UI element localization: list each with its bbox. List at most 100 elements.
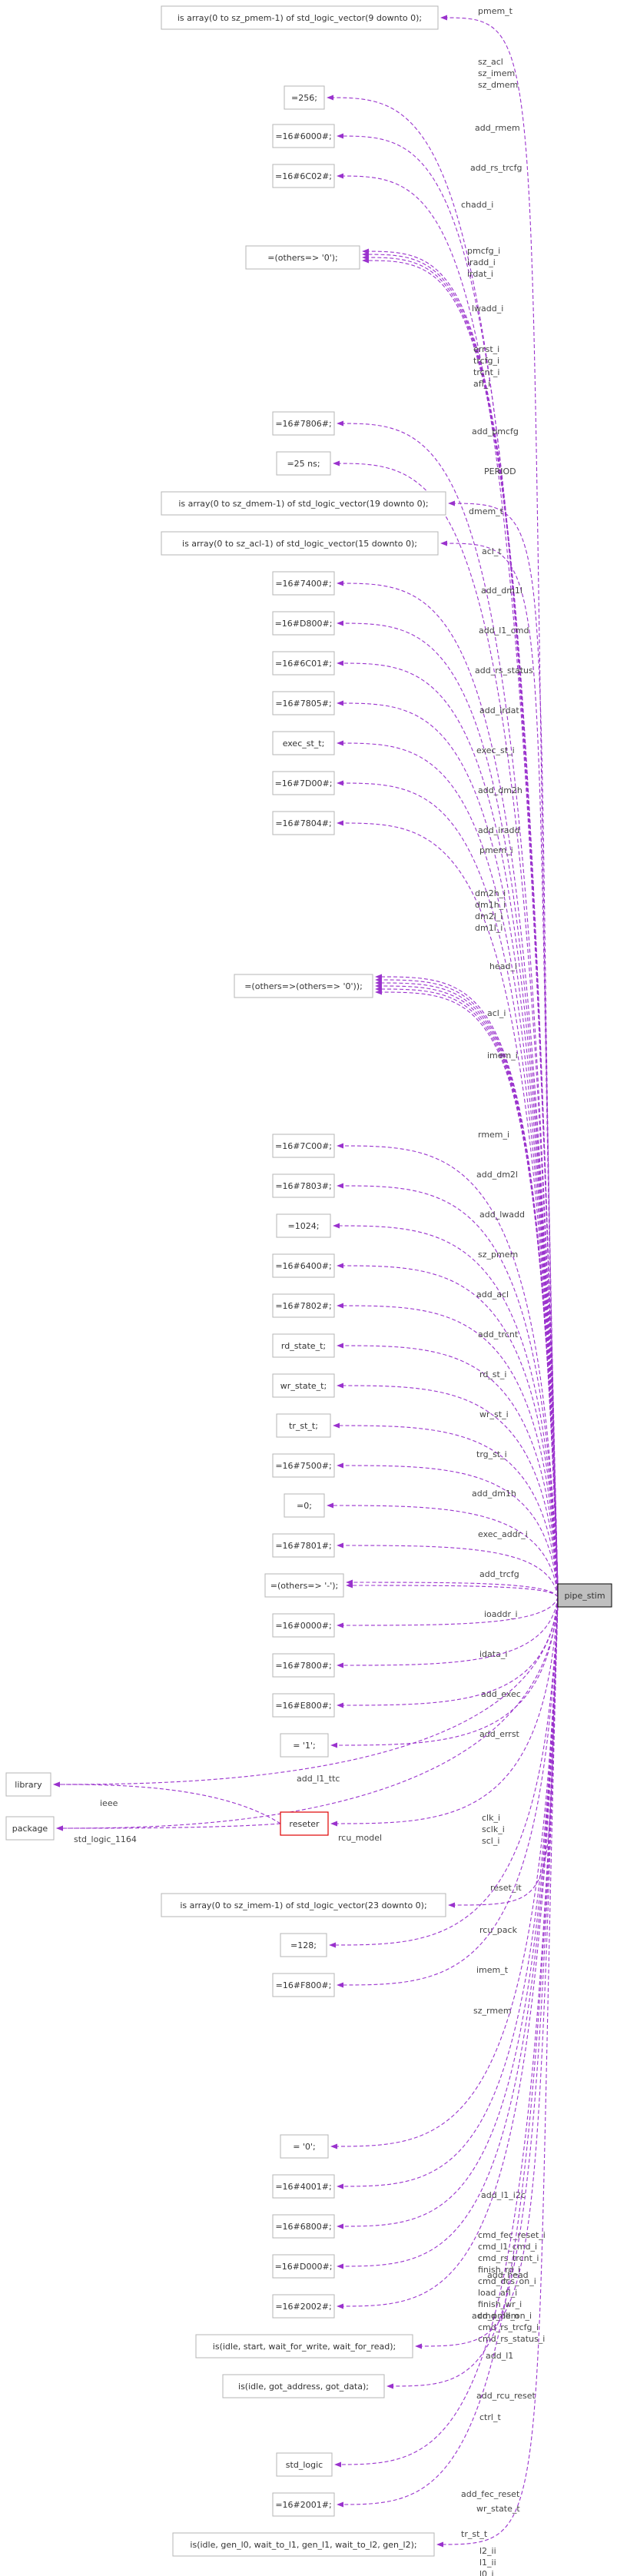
- edge-n20-0: [333, 1223, 559, 1595]
- node-n43[interactable]: =16#2002#;: [272, 2294, 335, 2319]
- node-n35[interactable]: package: [5, 1816, 55, 1841]
- node-n8[interactable]: is array(0 to sz_dmem-1) of std_logic_ve…: [161, 491, 446, 516]
- edge-n31-0: [337, 1597, 559, 1668]
- node-n37[interactable]: =128;: [280, 1933, 327, 1957]
- node-n20-label: =1024;: [288, 1221, 320, 1231]
- node-n48-label: is(idle, gen_l0, wait_to_l1, gen_l1, wai…: [190, 2540, 416, 2550]
- node-n32[interactable]: =16#E800#;: [272, 1693, 335, 1718]
- edge-label: cmd_fec_reset_i cmd_l1_cmd_i cmd_rs_trcnt_…: [478, 2230, 546, 2344]
- node-pipe-stim[interactable]: pipe_stim: [557, 1583, 612, 1608]
- edge-n29-1: [346, 1579, 559, 1598]
- edge-n22-0: [337, 1303, 559, 1596]
- node-n10-label: =16#7400#;: [275, 579, 331, 589]
- node-n34[interactable]: library: [5, 1772, 51, 1797]
- node-n16-label: =16#7804#;: [275, 818, 331, 828]
- edge-label: add_fec_reset: [461, 2489, 520, 2499]
- node-n47[interactable]: =16#2001#;: [272, 2492, 335, 2517]
- edge-n5-0: [362, 254, 559, 1591]
- node-n39[interactable]: = '0';: [280, 2134, 329, 2159]
- edge-n11-0: [337, 620, 559, 1593]
- edge-label: add_dm1h: [472, 1489, 516, 1499]
- node-n9[interactable]: is array(0 to sz_acl-1) of std_logic_vec…: [161, 531, 439, 556]
- node-n14[interactable]: exec_st_t;: [272, 731, 335, 755]
- node-n22[interactable]: =16#7802#;: [272, 1293, 335, 1318]
- node-n24-box: [272, 1373, 335, 1398]
- node-n4-label: =16#6C02#;: [275, 171, 332, 181]
- edge-n8-0: [448, 500, 559, 1592]
- node-n36[interactable]: is array(0 to sz_imem-1) of std_logic_ve…: [161, 1893, 446, 1917]
- node-n33-box: [280, 1733, 329, 1758]
- edge-reseter-n35: [56, 1823, 281, 1831]
- node-n40-label: =16#4001#;: [275, 2182, 331, 2192]
- node-n3[interactable]: =16#6000#;: [272, 124, 335, 148]
- edge-n10-0: [337, 580, 559, 1592]
- node-n14-label: exec_st_t;: [283, 739, 325, 749]
- node-n26-box: [272, 1453, 335, 1478]
- node-n7-label: =25 ns;: [287, 459, 320, 469]
- node-n17[interactable]: =(others=>(others=> '0'));: [234, 974, 373, 998]
- node-reseter[interactable]: reseter: [280, 1811, 329, 1836]
- node-n19[interactable]: =16#7803#;: [272, 1173, 335, 1198]
- node-n11[interactable]: =16#D800#;: [272, 611, 335, 636]
- edge-n17-3: [375, 977, 559, 1595]
- node-n1[interactable]: is array(0 to sz_pmem-1) of std_logic_ve…: [161, 5, 439, 30]
- node-n23[interactable]: rd_state_t;: [272, 1333, 335, 1358]
- edge-label: wr_st_i: [479, 1409, 509, 1419]
- node-n21[interactable]: =16#6400#;: [272, 1253, 335, 1278]
- node-n16[interactable]: =16#7804#;: [272, 811, 335, 835]
- node-n4[interactable]: =16#6C02#;: [272, 164, 335, 188]
- node-n29[interactable]: =(others=> '-');: [264, 1573, 344, 1598]
- edge-label: PERIOD: [484, 466, 516, 476]
- node-n7[interactable]: =25 ns;: [276, 451, 331, 476]
- node-n14-box: [272, 731, 335, 755]
- node-n12[interactable]: =16#6C01#;: [272, 651, 335, 676]
- edge-label: sz_rmem: [473, 2006, 512, 2016]
- node-n18[interactable]: =16#7C00#;: [272, 1134, 335, 1158]
- edge-n18-0: [337, 1143, 559, 1595]
- edge-n46-0: [334, 1600, 559, 2468]
- edge-label: rd_st_i: [479, 1369, 506, 1379]
- node-n10-box: [272, 571, 335, 596]
- node-n22-label: =16#7802#;: [275, 1301, 331, 1311]
- node-n12-label: =16#6C01#;: [275, 659, 332, 669]
- node-n27-label: =0;: [297, 1501, 312, 1511]
- node-n6-label: =16#7806#;: [275, 419, 331, 429]
- node-n31[interactable]: =16#7800#;: [272, 1653, 335, 1678]
- node-n5[interactable]: =(others=> '0');: [245, 245, 360, 270]
- node-n13[interactable]: =16#7805#;: [272, 691, 335, 715]
- node-n2[interactable]: =256;: [284, 85, 325, 110]
- node-n30[interactable]: =16#0000#;: [272, 1613, 335, 1638]
- node-n41[interactable]: =16#6800#;: [272, 2214, 335, 2239]
- edge-label: dmem_t: [469, 506, 504, 516]
- node-n20[interactable]: =1024;: [276, 1213, 331, 1238]
- node-n25[interactable]: tr_st_t;: [276, 1413, 331, 1438]
- edge-n5-1: [362, 251, 559, 1592]
- node-n45[interactable]: is(idle, got_address, got_data);: [222, 2374, 385, 2398]
- node-n42[interactable]: =16#D000#;: [272, 2254, 335, 2279]
- edge-label: dm2h_i dm1h_i dm2l_i dm1l_i: [475, 888, 506, 933]
- node-n38-box: [272, 1973, 335, 1997]
- node-n15[interactable]: =16#7D00#;: [272, 771, 335, 795]
- node-n46[interactable]: std_logic: [276, 2452, 333, 2477]
- edge-label: ctrl_t: [479, 2412, 501, 2422]
- node-n33[interactable]: = '1';: [280, 1733, 329, 1758]
- edge-n15-0: [337, 780, 559, 1594]
- node-n48[interactable]: is(idle, gen_l0, wait_to_l1, gen_l1, wai…: [172, 2532, 435, 2557]
- node-n6[interactable]: =16#7806#;: [272, 411, 335, 436]
- node-n27[interactable]: =0;: [284, 1493, 325, 1518]
- edge-n1-0: [440, 15, 559, 1590]
- node-n24[interactable]: wr_state_t;: [272, 1373, 335, 1398]
- edge-n9-0: [440, 540, 559, 1592]
- node-n28[interactable]: =16#7801#;: [272, 1533, 335, 1558]
- node-n26[interactable]: =16#7500#;: [272, 1453, 335, 1478]
- node-n44[interactable]: is(idle, start, wait_for_write, wait_for…: [195, 2334, 413, 2359]
- node-n10[interactable]: =16#7400#;: [272, 571, 335, 596]
- node-n12-box: [272, 651, 335, 676]
- edge-label: add_errst: [479, 1729, 520, 1739]
- node-n43-label: =16#2002#;: [275, 2302, 331, 2312]
- edge-label: trg_st_i: [476, 1449, 507, 1459]
- node-n38[interactable]: =16#F800#;: [272, 1973, 335, 1997]
- node-n40[interactable]: =16#4001#;: [272, 2174, 335, 2199]
- edge-label: chadd_i: [461, 200, 493, 210]
- edge-n5-3: [362, 248, 559, 1592]
